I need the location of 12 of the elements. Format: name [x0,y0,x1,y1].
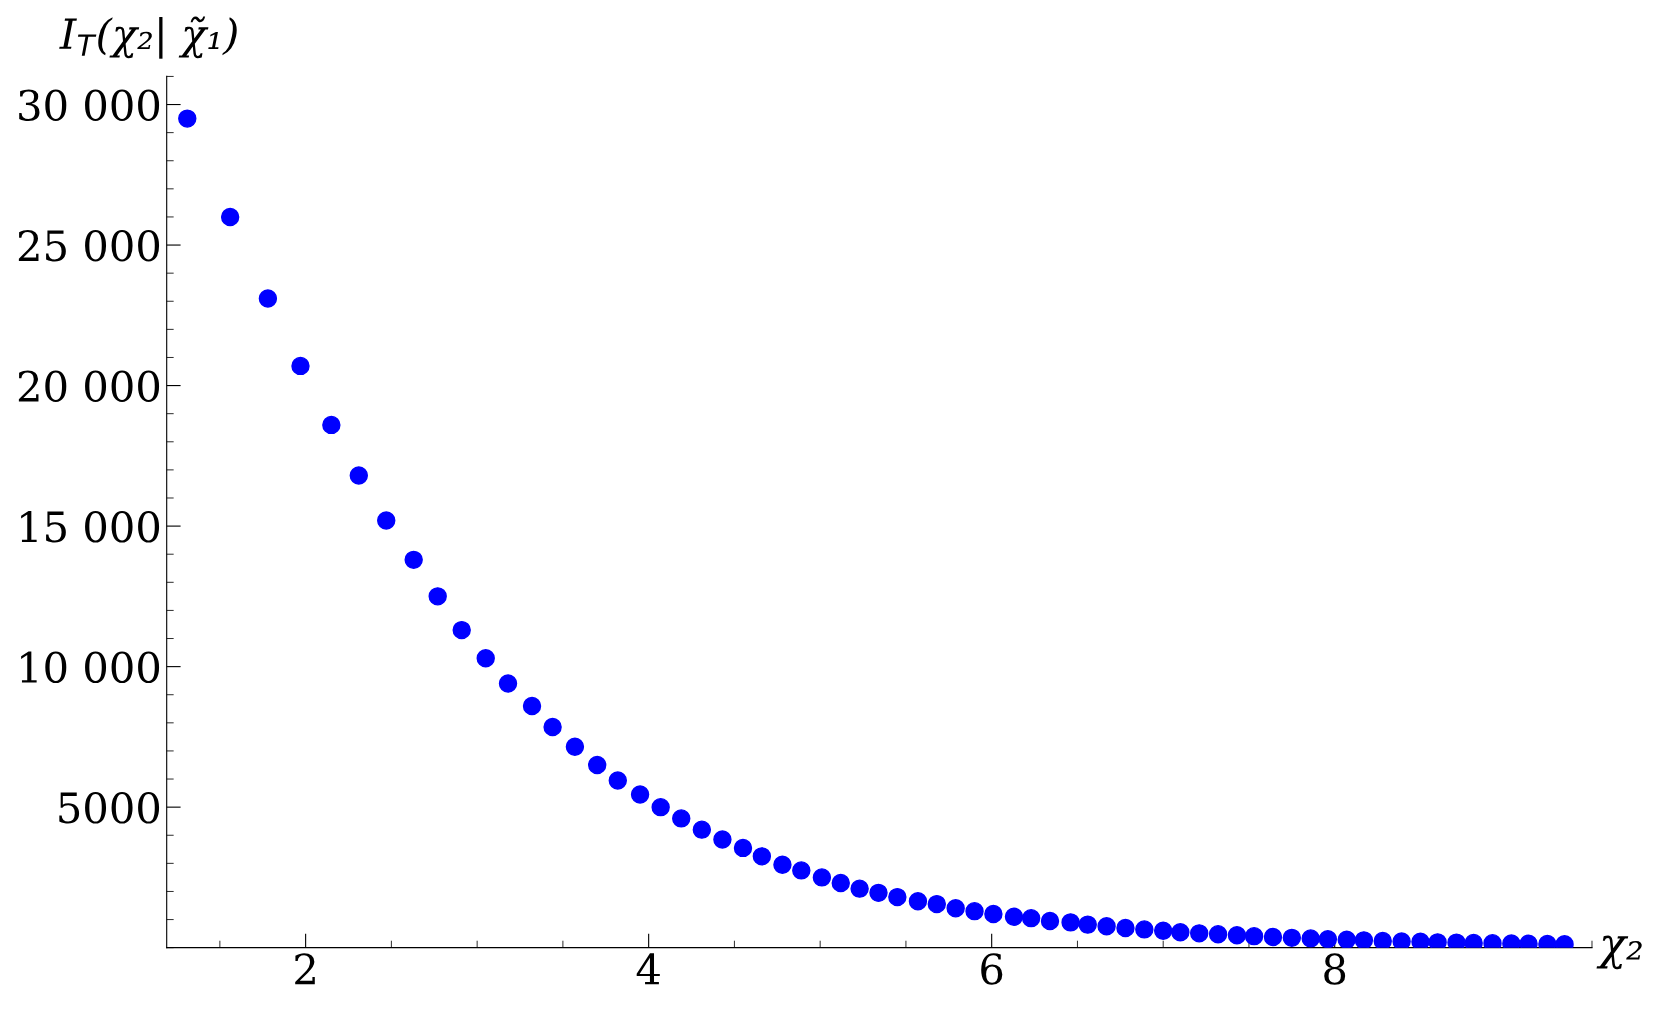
y-tick-label: 10 000 [21,651,160,684]
y-tick-label: 25 000 [18,229,160,262]
y-tick-label: 20 000 [18,370,160,402]
y-tick-label: 15 000 [21,511,160,543]
y-tick-label: 30 000 [19,89,160,121]
x-tick-label: 2 [295,953,315,985]
x-axis-title: χ₂ [1596,935,1642,970]
x-tick-label: 6 [981,953,1003,985]
x-tick-label: 4 [636,953,660,985]
x-tick-label: 8 [1324,953,1346,985]
y-tick-label: 5000 [59,792,160,824]
y-axis-title: I$_{T}$(χ₂| χ̃₁) [59,16,237,59]
